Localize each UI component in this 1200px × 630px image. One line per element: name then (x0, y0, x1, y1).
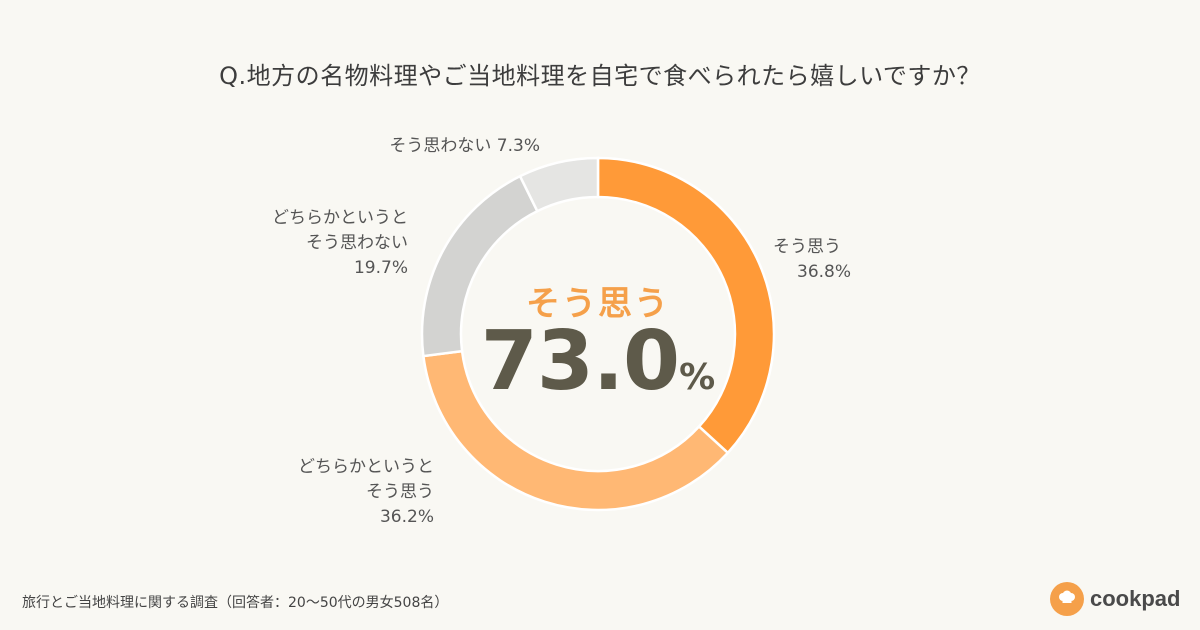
center-value-number: 73.0 (480, 314, 680, 409)
donut-slice-4 (518, 156, 600, 213)
donut-slice-2 (421, 349, 730, 512)
cookpad-logo: cookpad (1050, 582, 1180, 616)
slice-label-text: どちらかというと (272, 208, 408, 228)
center-value-unit: % (679, 357, 716, 398)
chart-title: Q.地方の名物料理やご当地料理を自宅で食べられたら嬉しいですか？ (219, 62, 981, 90)
chef-hat-icon (1050, 582, 1084, 616)
footnote: 旅行とご当地料理に関する調査（回答者：20〜50代の男女508名） (22, 595, 449, 611)
center-label: そう思う (526, 284, 670, 324)
slice-label-so-omowanai: そう思わない 7.3% (389, 134, 540, 159)
slice-label-text: そう思わない (306, 233, 408, 253)
slice-label-text: そう思わない 7.3% (389, 136, 540, 156)
slice-label-value: 36.2% (379, 507, 434, 527)
slice-label-dochira-so-omowanai: どちらかというと そう思わない 19.7% (272, 206, 408, 281)
slice-label-text: そう思う (366, 482, 434, 502)
slice-label-text: どちらかというと (298, 457, 434, 477)
slice-label-dochira-so-omou: どちらかというと そう思う 36.2% (298, 455, 434, 530)
slice-label-text: そう思う (773, 237, 841, 257)
center-value: 73.0% (448, 314, 748, 409)
slice-label-value: 19.7% (353, 258, 408, 278)
brand-name: cookpad (1090, 586, 1181, 611)
slice-label-value: 36.8% (797, 262, 852, 282)
slice-label-so-omou: そう思う 36.8% (773, 235, 851, 285)
